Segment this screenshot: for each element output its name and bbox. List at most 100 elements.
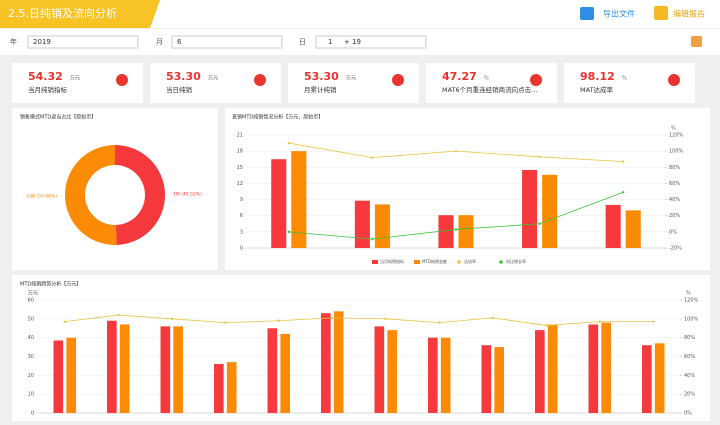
bar — [271, 159, 287, 248]
y-tick-label: 6 — [240, 213, 243, 219]
y-tick-label: 15 — [237, 165, 243, 171]
point — [287, 141, 290, 145]
export-button[interactable]: 导出文件 — [603, 9, 635, 19]
bar — [654, 343, 665, 413]
point — [454, 149, 458, 153]
kpi-icon — [392, 74, 404, 86]
bar — [522, 169, 538, 248]
y2-tick-label: 0% — [684, 411, 692, 417]
chart-title: 直销MTD纯销情况分析【万元，原始币】 — [232, 114, 323, 121]
day-select[interactable] — [315, 35, 427, 49]
point — [287, 230, 290, 234]
y2-tick-label: 100% — [684, 316, 699, 322]
kpi-label: MAT6个月重连经销商流向点击... — [442, 85, 537, 94]
legend-label: 当月纯销指标 — [380, 258, 404, 264]
bar — [440, 337, 451, 413]
legend-swatch — [499, 260, 503, 264]
day-label: 日 — [299, 38, 306, 46]
bar — [547, 324, 558, 413]
y2-tick-label: 120% — [669, 133, 684, 139]
bar — [119, 324, 130, 413]
bar — [535, 330, 545, 413]
y-tick-label: 0 — [240, 246, 243, 252]
bar — [642, 345, 652, 413]
month-select[interactable] — [171, 35, 283, 49]
y2-tick-label: 20% — [684, 392, 695, 398]
y2-tick-label: 120% — [684, 298, 699, 304]
bar — [291, 151, 307, 248]
title-tag — [0, 0, 160, 28]
legend-swatch — [372, 260, 378, 264]
bar — [214, 364, 224, 413]
kpi-value: 53.30 — [166, 70, 201, 83]
year-value: 2019 — [33, 38, 51, 46]
legend-label: 达成率 — [464, 258, 476, 264]
point — [170, 317, 173, 321]
point — [538, 222, 541, 225]
slice-label: 1M (49.52%) — [173, 192, 202, 198]
kpi-value: 54.32 — [28, 70, 63, 83]
bar — [53, 340, 64, 413]
y2-tick-label: 20% — [669, 213, 680, 219]
point — [545, 324, 548, 327]
y-tick-label: 0 — [31, 411, 34, 417]
month-value: 6 — [177, 38, 182, 46]
y-tick-label: 10 — [28, 392, 34, 398]
y-tick-label: 20 — [28, 373, 34, 379]
bar — [267, 328, 278, 413]
bar — [173, 326, 183, 413]
y2-tick-label: 40% — [669, 197, 680, 203]
kpi-unit: 万元 — [70, 76, 80, 82]
point — [371, 156, 374, 159]
bar — [601, 322, 611, 413]
kpi-label: 月累计纯销 — [304, 85, 337, 94]
refresh-button[interactable] — [691, 36, 702, 47]
bar — [458, 215, 474, 248]
point — [538, 155, 541, 158]
y-tick-label: 9 — [240, 197, 243, 203]
legend-swatch — [457, 260, 461, 264]
kpi-unit: 万元 — [208, 76, 218, 82]
y-tick-label: 12 — [237, 181, 243, 187]
point — [622, 160, 625, 163]
point — [652, 320, 655, 323]
bar — [481, 345, 492, 413]
bar — [625, 210, 641, 248]
bar — [542, 174, 558, 248]
y2-tick-label: 80% — [684, 335, 695, 341]
year-label: 年 — [10, 37, 17, 46]
point — [438, 321, 441, 324]
y-tick-label: 3 — [240, 229, 243, 235]
kpi-icon — [254, 74, 266, 86]
bar — [438, 215, 454, 248]
y2-tick-label: 100% — [669, 149, 684, 155]
point — [454, 228, 458, 231]
y-tick-label: 60 — [28, 298, 34, 304]
point — [277, 319, 280, 322]
edit-button[interactable]: 编辑报告 — [673, 9, 705, 19]
month-label: 月 — [156, 38, 163, 46]
y2-axis-label: % — [671, 126, 676, 132]
chart-title: MTD纯销趋势分析【万元】 — [20, 281, 81, 288]
bar — [107, 320, 117, 413]
day-to: + 19 — [344, 38, 361, 46]
kpi-value: 47.27 — [442, 70, 477, 83]
year-select[interactable] — [27, 35, 139, 49]
bar — [66, 337, 76, 413]
edit-icon[interactable] — [654, 6, 668, 20]
chart-title: 销售模式MTD返当占比【原始币】 — [20, 114, 96, 121]
y-tick-label: 50 — [28, 316, 34, 322]
slice — [65, 145, 117, 245]
y2-tick-label: 60% — [669, 181, 680, 187]
export-icon[interactable] — [580, 7, 594, 20]
legend-label: MTD纯销金额 — [422, 258, 447, 264]
slice — [115, 145, 166, 245]
kpi-label: 当日纯销 — [166, 85, 193, 94]
legend-label: 同比增长率 — [506, 258, 526, 264]
page-title: 2.5.日纯销及流向分析 — [8, 6, 117, 20]
y2-axis-label: % — [686, 291, 691, 297]
bar — [321, 313, 331, 413]
y2-tick-label: 0% — [669, 229, 677, 235]
bar — [374, 204, 390, 248]
